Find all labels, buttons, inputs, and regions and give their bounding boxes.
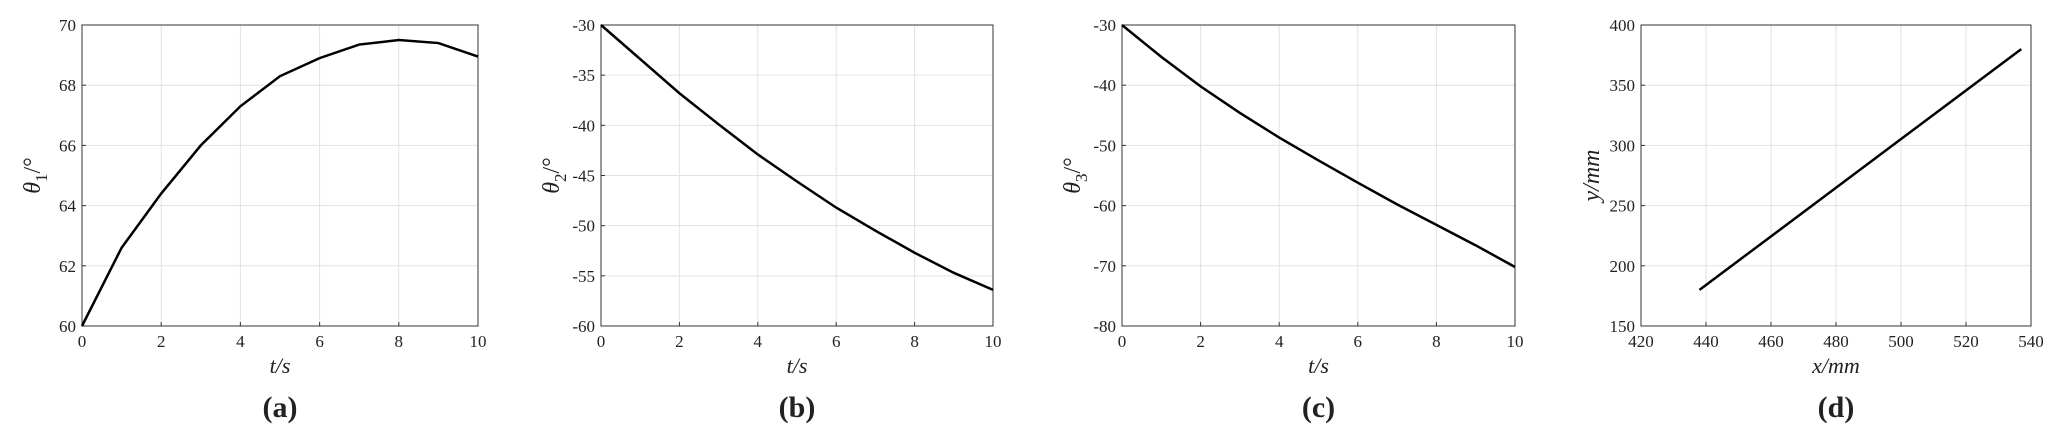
x-tick-label: 480: [1823, 332, 1849, 351]
x-tick-label: 420: [1628, 332, 1654, 351]
x-tick-label: 500: [1888, 332, 1914, 351]
y-label-unit: /°: [20, 157, 46, 173]
caption: (d): [1818, 391, 1855, 424]
y-tick-label: 400: [1610, 16, 1636, 35]
x-tick-label: 6: [1354, 332, 1363, 351]
y-tick-label: -50: [1093, 136, 1116, 155]
x-tick-label: 10: [1507, 332, 1524, 351]
x-tick-label: 4: [1275, 332, 1284, 351]
y-tick-label: 300: [1610, 136, 1636, 155]
y-tick-label: -30: [572, 16, 595, 35]
data-line: [600, 24, 994, 292]
caption: (a): [263, 391, 298, 424]
y-tick-label: 62: [59, 257, 76, 276]
y-label-subscript: 3: [1072, 173, 1091, 182]
x-tick-label: 8: [910, 332, 919, 351]
y-tick-label: -30: [1093, 16, 1116, 35]
y-tick-label: -50: [572, 217, 595, 236]
x-tick-label: 440: [1693, 332, 1719, 351]
caption: (b): [779, 391, 816, 424]
x-tick-label: 4: [754, 332, 763, 351]
y-tick-label: 70: [59, 16, 76, 35]
panel: 0 2 4 6 8 10 -80 -70 -60 -50 -40 -30 t/s (c) θ3/°: [1060, 16, 1524, 424]
y-label-subscript: 2: [551, 173, 570, 182]
caption: (c): [1302, 391, 1335, 424]
y-tick-label: -55: [572, 267, 595, 286]
y-tick-label: -35: [572, 66, 595, 85]
plot-frame: [1640, 24, 2032, 327]
y-tick-label: -45: [572, 167, 595, 186]
x-tick-label: 2: [157, 332, 166, 351]
y-tick-label: 250: [1610, 197, 1636, 216]
x-tick-label: 540: [2018, 332, 2044, 351]
y-axis-label: y/mm: [1579, 150, 1605, 204]
y-label-unit: /°: [539, 157, 565, 173]
y-tick-label: 64: [59, 197, 77, 216]
y-tick-label: 200: [1610, 257, 1636, 276]
y-axis-label: θ2/°: [539, 157, 570, 194]
y-tick-label: 150: [1610, 317, 1636, 336]
data-line: [80, 38, 479, 327]
x-axis-label: t/s: [1308, 353, 1329, 378]
y-tick-label: 66: [59, 136, 76, 155]
x-tick-label: 2: [1196, 332, 1205, 351]
y-tick-label: 68: [59, 76, 76, 95]
x-tick-label: 0: [78, 332, 87, 351]
y-label-unit: /°: [1060, 157, 1086, 173]
y-label-symbol: y/mm: [1579, 150, 1605, 204]
data-line: [1698, 48, 2022, 291]
y-label-symbol: θ: [1060, 182, 1086, 194]
y-axis-label: θ1/°: [20, 157, 51, 194]
plot-frame: [81, 24, 479, 327]
x-axis-label: t/s: [787, 353, 808, 378]
x-tick-label: 6: [315, 332, 324, 351]
y-tick-label: -40: [1093, 76, 1116, 95]
y-axis-label: θ3/°: [1060, 157, 1091, 194]
x-tick-label: 10: [985, 332, 1002, 351]
x-tick-label: 8: [1432, 332, 1441, 351]
x-tick-label: 460: [1758, 332, 1784, 351]
x-tick-label: 10: [470, 332, 487, 351]
x-axis-label: t/s: [270, 353, 291, 378]
y-tick-label: -70: [1093, 257, 1116, 276]
y-tick-label: 350: [1610, 76, 1636, 95]
x-tick-label: 4: [236, 332, 245, 351]
x-tick-label: 8: [395, 332, 404, 351]
y-tick-label: -60: [572, 317, 595, 336]
panel: 0 2 4 6 8 10-60-55-50-45-40-35-30t/s(b)θ2/°: [539, 16, 1002, 424]
plot-frame: [600, 24, 994, 327]
y-tick-label: 60: [59, 317, 76, 336]
y-tick-label: -80: [1093, 317, 1116, 336]
x-axis-label: x/mm: [1811, 353, 1860, 378]
y-label-subscript: 1: [32, 173, 51, 182]
x-tick-label: 520: [1953, 332, 1979, 351]
x-tick-label: 6: [832, 332, 841, 351]
y-tick-label: -60: [1093, 197, 1116, 216]
plot-frame: [1121, 24, 1516, 327]
x-tick-label: 2: [675, 332, 684, 351]
y-tick-label: -40: [572, 116, 595, 135]
panel: 420 440 460 480 500 520 540 150 200 250 300 350 400 x…: [1579, 16, 2044, 424]
y-label-symbol: θ: [20, 182, 46, 194]
y-label-symbol: θ: [539, 182, 565, 194]
x-tick-label: 0: [1118, 332, 1127, 351]
data-line: [1121, 24, 1516, 269]
x-tick-label: 0: [597, 332, 606, 351]
